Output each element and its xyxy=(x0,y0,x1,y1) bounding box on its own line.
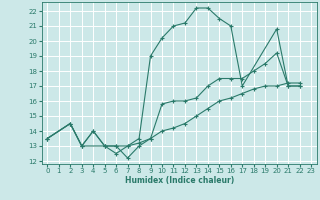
X-axis label: Humidex (Indice chaleur): Humidex (Indice chaleur) xyxy=(124,176,234,185)
